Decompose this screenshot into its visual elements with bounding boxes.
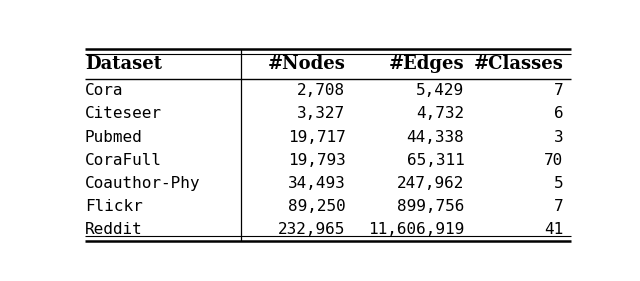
Text: 3,327: 3,327 xyxy=(297,106,346,121)
Text: 19,793: 19,793 xyxy=(287,153,346,168)
Text: 5: 5 xyxy=(554,176,564,191)
Text: 4,732: 4,732 xyxy=(416,106,465,121)
Text: 19,717: 19,717 xyxy=(287,130,346,145)
Text: Pubmed: Pubmed xyxy=(85,130,143,145)
Text: #Classes: #Classes xyxy=(474,55,564,73)
Text: Cora: Cora xyxy=(85,83,124,98)
Text: 65,311: 65,311 xyxy=(406,153,465,168)
Text: 44,338: 44,338 xyxy=(406,130,465,145)
Text: 7: 7 xyxy=(554,83,564,98)
Text: 232,965: 232,965 xyxy=(278,222,346,237)
Text: Flickr: Flickr xyxy=(85,199,143,214)
Text: 89,250: 89,250 xyxy=(287,199,346,214)
Text: CoraFull: CoraFull xyxy=(85,153,162,168)
Text: #Nodes: #Nodes xyxy=(268,55,346,73)
Text: 3: 3 xyxy=(554,130,564,145)
Text: 2,708: 2,708 xyxy=(297,83,346,98)
Text: Coauthor-Phy: Coauthor-Phy xyxy=(85,176,200,191)
Text: 899,756: 899,756 xyxy=(397,199,465,214)
Text: 5,429: 5,429 xyxy=(416,83,465,98)
Text: 11,606,919: 11,606,919 xyxy=(368,222,465,237)
Text: 7: 7 xyxy=(554,199,564,214)
Text: Citeseer: Citeseer xyxy=(85,106,162,121)
Text: 34,493: 34,493 xyxy=(287,176,346,191)
Text: 247,962: 247,962 xyxy=(397,176,465,191)
Text: Dataset: Dataset xyxy=(85,55,162,73)
Text: #Edges: #Edges xyxy=(388,55,465,73)
Text: 41: 41 xyxy=(545,222,564,237)
Text: Reddit: Reddit xyxy=(85,222,143,237)
Text: 6: 6 xyxy=(554,106,564,121)
Text: 70: 70 xyxy=(545,153,564,168)
